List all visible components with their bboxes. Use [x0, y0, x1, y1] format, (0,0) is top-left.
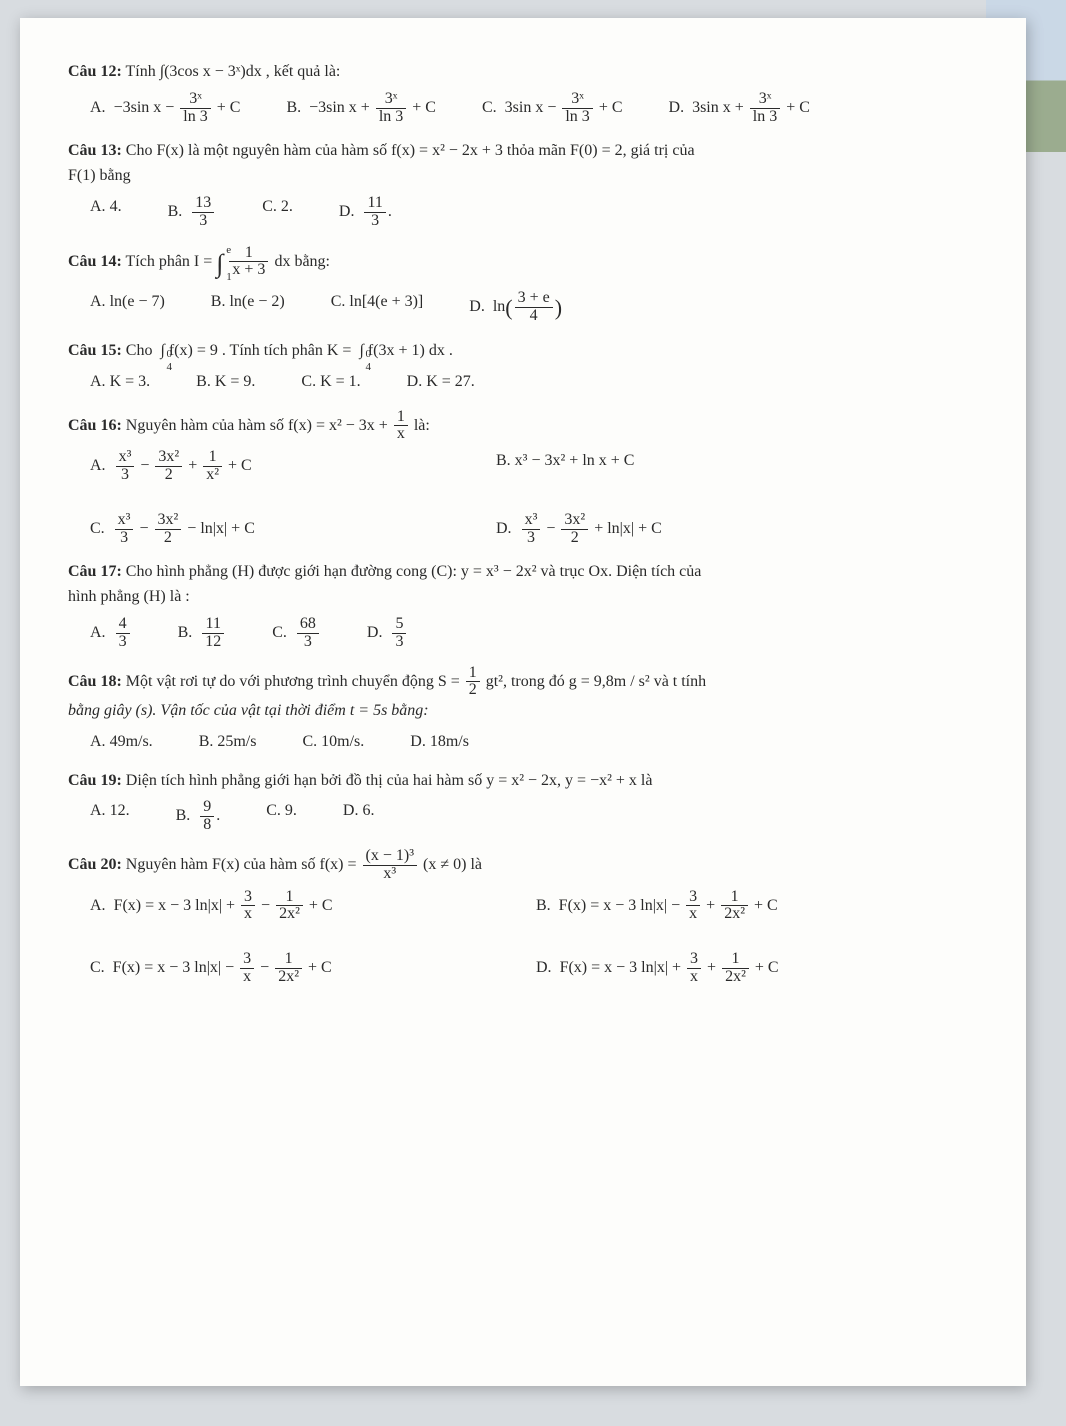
integral-icon: ∫e1 [216, 244, 223, 284]
q13-opt-d: D. 113. [339, 195, 392, 230]
q17-opt-d: D. 53 [367, 616, 409, 651]
q18-options: A.49m/s. B.25m/s C.10m/s. D.18m/s [90, 730, 988, 755]
q18-stem2: bằng giây (s). Vận tốc của vật tại thời … [68, 699, 988, 724]
q14-opt-b: B.ln(e − 2) [211, 290, 285, 325]
q16-opt-b: B.x³ − 3x² + ln x + C [496, 449, 856, 484]
question-17: Câu 17: Cho hình phẳng (H) được giới hạn… [68, 560, 988, 650]
q15-opt-b: B.K = 9. [196, 370, 255, 395]
q20-stem-a: Nguyên hàm F(x) của hàm số f(x) = [126, 856, 357, 873]
q18-label: Câu 18: [68, 672, 122, 689]
q14-opt-a: A.ln(e − 7) [90, 290, 165, 325]
q13-stem: Cho F(x) là một nguyên hàm của hàm số f(… [126, 142, 695, 159]
q16-label: Câu 16: [68, 417, 122, 434]
question-15: Câu 15: Cho 40 ∫ f(x) = 9 . Tính tích ph… [68, 339, 988, 395]
q19-opt-a: A.12. [90, 799, 130, 834]
question-16: Câu 16: Nguyên hàm của hàm số f(x) = x² … [68, 409, 988, 547]
q13-options: A.4. B. 133 C.2. D. 113. [90, 195, 988, 230]
q12-opt-c: C. 3sin x − 3ˣln 3 + C [482, 91, 623, 126]
q19-opt-c: C.9. [266, 799, 297, 834]
q12-opt-a: A. −3sin x − 3ˣln 3 + C [90, 91, 240, 126]
q18-stem-b: gt², trong đó g = 9,8m / s² và t tính [486, 672, 706, 689]
q14-label: Câu 14: [68, 253, 122, 270]
q15-stem-b: . Tính tích phân K = [222, 342, 352, 359]
q19-label: Câu 19: [68, 772, 122, 789]
q18-opt-d: D.18m/s [410, 730, 469, 755]
q13-opt-a: A.4. [90, 195, 122, 230]
q13-stem2: F(1) bằng [68, 164, 988, 189]
q12-stem-a: Tính [126, 63, 160, 80]
question-18: Câu 18: Một vật rơi tự do với phương trì… [68, 665, 988, 755]
q16-options: A. x³3 − 3x²2 + 1x² + C B.x³ − 3x² + ln … [90, 449, 910, 546]
exam-sheet: Câu 12: Tính ∫(3cos x − 3ˣ)dx , kết quả … [20, 18, 1026, 1386]
q20-label: Câu 20: [68, 856, 122, 873]
q19-options: A.12. B. 98. C.9. D.6. [90, 799, 988, 834]
q18-opt-c: C.10m/s. [302, 730, 364, 755]
q20-options: A. F(x) = x − 3 ln|x| + 3x − 12x² + C B.… [90, 889, 950, 986]
q18-opt-a: A.49m/s. [90, 730, 153, 755]
q12-opt-d: D. 3sin x + 3ˣln 3 + C [669, 91, 810, 126]
q14-opt-c: C.ln[4(e + 3)] [331, 290, 424, 325]
q16-opt-a: A. x³3 − 3x²2 + 1x² + C [90, 449, 450, 484]
question-19: Câu 19: Diện tích hình phẳng giới hạn bở… [68, 769, 988, 834]
q18-stem-a: Một vật rơi tự do với phương trình chuyể… [126, 672, 460, 689]
q15-stem-a: Cho [126, 342, 157, 359]
q17-stem2: hình phẳng (H) là : [68, 585, 988, 610]
q13-opt-c: C.2. [262, 195, 293, 230]
question-20: Câu 20: Nguyên hàm F(x) của hàm số f(x) … [68, 848, 988, 986]
question-12: Câu 12: Tính ∫(3cos x − 3ˣ)dx , kết quả … [68, 60, 988, 125]
q12-opt-b: B. −3sin x + 3ˣln 3 + C [286, 91, 436, 126]
q15-opt-a: A.K = 3. [90, 370, 150, 395]
q14-options: A.ln(e − 7) B.ln(e − 2) C.ln[4(e + 3)] D… [90, 290, 988, 325]
q16-stem-a: Nguyên hàm của hàm số f(x) = x² − 3x + [126, 417, 388, 434]
question-14: Câu 14: Tích phân I = ∫e1 1x + 3 dx bằng… [68, 244, 988, 325]
q17-opt-b: B. 1112 [178, 616, 227, 651]
q12-label: Câu 12: [68, 63, 122, 80]
q20-opt-a: A. F(x) = x − 3 ln|x| + 3x − 12x² + C [90, 889, 490, 924]
q12-options: A. −3sin x − 3ˣln 3 + C B. −3sin x + 3ˣl… [90, 91, 988, 126]
q14-stem-a: Tích phân I = [126, 253, 213, 270]
q12-integral: ∫(3cos x − 3ˣ)dx [160, 63, 262, 80]
q15-label: Câu 15: [68, 342, 122, 359]
q20-stem-b: (x ≠ 0) là [423, 856, 482, 873]
q16-opt-c: C. x³3 − 3x²2 − ln|x| + C [90, 512, 450, 547]
q19-opt-d: D.6. [343, 799, 375, 834]
q17-opt-a: A. 43 [90, 616, 132, 651]
q20-opt-b: B. F(x) = x − 3 ln|x| − 3x + 12x² + C [536, 889, 936, 924]
q17-label: Câu 17: [68, 563, 122, 580]
q20-opt-c: C. F(x) = x − 3 ln|x| − 3x − 12x² + C [90, 951, 490, 986]
q15-options: A.K = 3. B.K = 9. C.K = 1. D.K = 27. [90, 370, 988, 395]
q15-opt-d: D.K = 27. [407, 370, 475, 395]
q18-opt-b: B.25m/s [199, 730, 257, 755]
q17-opt-c: C. 683 [272, 616, 321, 651]
q20-opt-d: D. F(x) = x − 3 ln|x| + 3x + 12x² + C [536, 951, 936, 986]
q16-opt-d: D. x³3 − 3x²2 + ln|x| + C [496, 512, 856, 547]
q12-stem-b: , kết quả là: [266, 63, 341, 80]
q13-label: Câu 13: [68, 142, 122, 159]
q16-stem-b: là: [414, 417, 430, 434]
q17-stem: Cho hình phẳng (H) được giới hạn đường c… [126, 563, 702, 580]
q14-opt-d: D. ln(3 + e4) [469, 290, 562, 325]
q15-opt-c: C.K = 1. [301, 370, 360, 395]
q17-options: A. 43 B. 1112 C. 683 D. 53 [90, 616, 988, 651]
q19-stem: Diện tích hình phẳng giới hạn bởi đồ thị… [126, 772, 653, 789]
q13-opt-b: B. 133 [168, 195, 217, 230]
q14-stem-b: dx bằng: [274, 253, 330, 270]
question-13: Câu 13: Cho F(x) là một nguyên hàm của h… [68, 139, 988, 229]
q19-opt-b: B. 98. [176, 799, 221, 834]
